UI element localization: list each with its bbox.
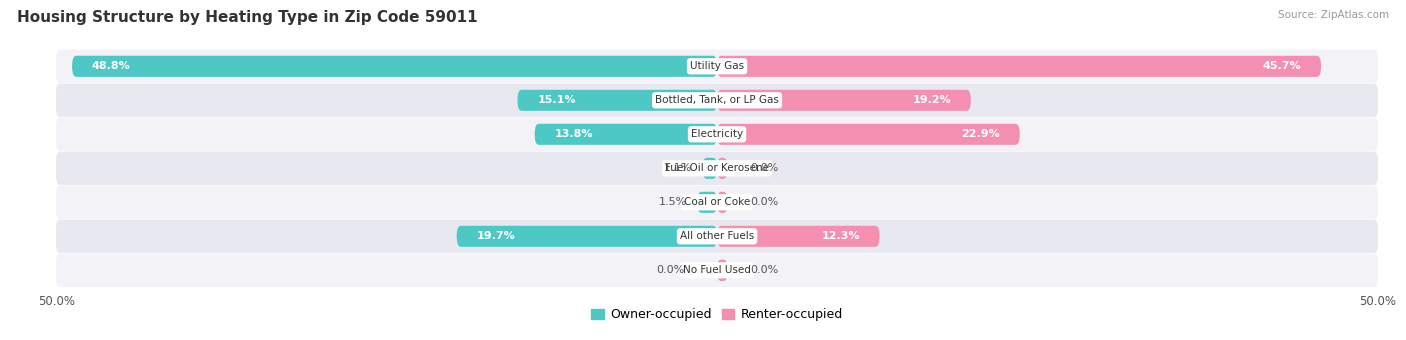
Text: 0.0%: 0.0% — [751, 163, 779, 173]
FancyBboxPatch shape — [703, 158, 717, 179]
Text: All other Fuels: All other Fuels — [681, 231, 754, 241]
Text: 19.2%: 19.2% — [912, 95, 950, 105]
FancyBboxPatch shape — [717, 192, 728, 213]
Text: Bottled, Tank, or LP Gas: Bottled, Tank, or LP Gas — [655, 95, 779, 105]
Text: Fuel Oil or Kerosene: Fuel Oil or Kerosene — [665, 163, 769, 173]
FancyBboxPatch shape — [717, 56, 1322, 77]
Text: 0.0%: 0.0% — [751, 197, 779, 207]
FancyBboxPatch shape — [56, 84, 1378, 117]
Text: Housing Structure by Heating Type in Zip Code 59011: Housing Structure by Heating Type in Zip… — [17, 10, 478, 25]
Text: Coal or Coke: Coal or Coke — [683, 197, 751, 207]
FancyBboxPatch shape — [517, 90, 717, 111]
Text: 0.0%: 0.0% — [751, 265, 779, 275]
Text: 1.1%: 1.1% — [664, 163, 692, 173]
Text: 12.3%: 12.3% — [821, 231, 860, 241]
FancyBboxPatch shape — [457, 226, 717, 247]
FancyBboxPatch shape — [717, 124, 1019, 145]
Text: 15.1%: 15.1% — [537, 95, 576, 105]
Text: 13.8%: 13.8% — [554, 129, 593, 139]
Text: Utility Gas: Utility Gas — [690, 61, 744, 71]
Text: Source: ZipAtlas.com: Source: ZipAtlas.com — [1278, 10, 1389, 20]
Text: No Fuel Used: No Fuel Used — [683, 265, 751, 275]
FancyBboxPatch shape — [56, 254, 1378, 287]
Text: 48.8%: 48.8% — [91, 61, 131, 71]
FancyBboxPatch shape — [56, 118, 1378, 151]
FancyBboxPatch shape — [72, 56, 717, 77]
FancyBboxPatch shape — [534, 124, 717, 145]
FancyBboxPatch shape — [717, 158, 728, 179]
Text: Electricity: Electricity — [690, 129, 744, 139]
FancyBboxPatch shape — [697, 192, 717, 213]
FancyBboxPatch shape — [717, 260, 728, 281]
Legend: Owner-occupied, Renter-occupied: Owner-occupied, Renter-occupied — [586, 303, 848, 326]
FancyBboxPatch shape — [56, 186, 1378, 219]
Text: 0.0%: 0.0% — [655, 265, 685, 275]
FancyBboxPatch shape — [717, 226, 880, 247]
FancyBboxPatch shape — [56, 50, 1378, 83]
Text: 45.7%: 45.7% — [1263, 61, 1301, 71]
Text: 22.9%: 22.9% — [962, 129, 1000, 139]
FancyBboxPatch shape — [56, 220, 1378, 253]
FancyBboxPatch shape — [717, 90, 970, 111]
Text: 1.5%: 1.5% — [658, 197, 686, 207]
Text: 19.7%: 19.7% — [477, 231, 515, 241]
FancyBboxPatch shape — [56, 152, 1378, 185]
FancyBboxPatch shape — [717, 260, 728, 281]
